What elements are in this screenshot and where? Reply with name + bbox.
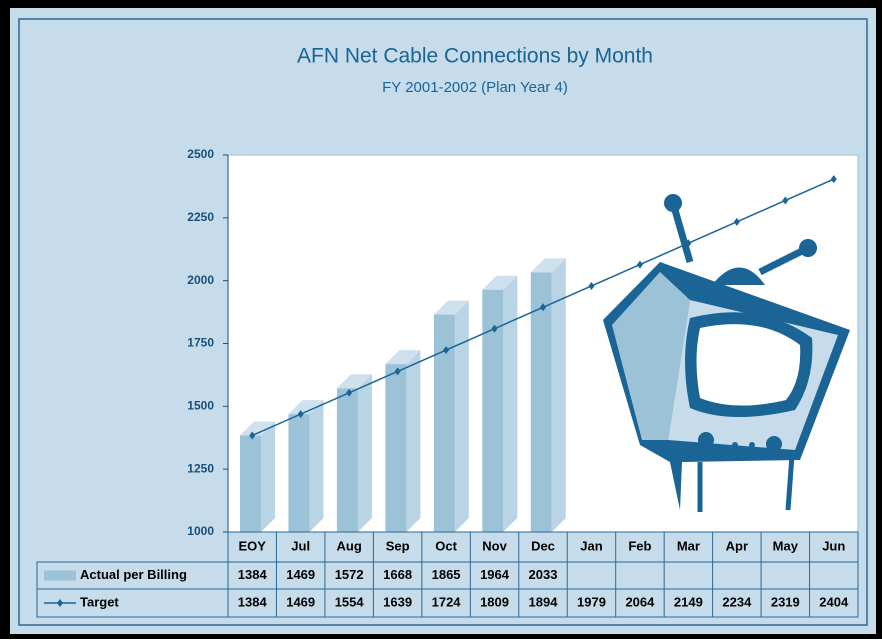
- table-value: 1469: [286, 594, 315, 609]
- x-tick-label: Jan: [580, 538, 602, 553]
- y-tick-label: 1500: [187, 399, 214, 413]
- x-tick-label: Mar: [677, 538, 700, 553]
- y-tick-label: 1000: [187, 524, 214, 538]
- x-tick-label: Apr: [726, 538, 748, 553]
- x-tick-label: EOY: [238, 538, 266, 553]
- table-value: 2319: [771, 594, 800, 609]
- table-value: 1809: [480, 594, 509, 609]
- bar-side: [358, 374, 372, 532]
- x-tick-label: Sep: [386, 538, 410, 553]
- bar-side: [406, 350, 420, 532]
- table-value: 1964: [480, 567, 510, 582]
- bar-side: [455, 301, 469, 532]
- chart: AFN Net Cable Connections by Month FY 20…: [0, 0, 882, 639]
- chart-title: AFN Net Cable Connections by Month: [297, 45, 653, 68]
- legend-label: Actual per Billing: [80, 567, 187, 582]
- table-value: 1384: [238, 594, 268, 609]
- x-tick-label: Jul: [291, 538, 310, 553]
- y-tick-label: 1250: [187, 461, 214, 475]
- y-tick-label: 1750: [187, 336, 214, 350]
- table-value: 1865: [432, 567, 461, 582]
- table-value: 2064: [625, 594, 655, 609]
- bar-side: [552, 258, 566, 532]
- bar-side: [309, 400, 323, 532]
- x-tick-label: Oct: [435, 538, 457, 553]
- x-tick-label: May: [773, 538, 799, 553]
- table-value: 1979: [577, 594, 606, 609]
- legend-swatch: [44, 571, 76, 581]
- table-value: 1894: [529, 594, 559, 609]
- table-value: 1384: [238, 567, 268, 582]
- x-tick-label: Jun: [822, 538, 845, 553]
- table-value: 1554: [335, 594, 365, 609]
- table-value: 2149: [674, 594, 703, 609]
- table-value: 1639: [383, 594, 412, 609]
- x-tick-label: Aug: [337, 538, 362, 553]
- bar-side: [503, 276, 517, 532]
- table-value: 1572: [335, 567, 364, 582]
- chart-subtitle: FY 2001-2002 (Plan Year 4): [382, 79, 568, 96]
- x-tick-label: Feb: [628, 538, 651, 553]
- table-value: 2234: [722, 594, 752, 609]
- table-value: 1668: [383, 567, 412, 582]
- bar-side: [261, 421, 275, 532]
- bar: [288, 414, 309, 532]
- table-value: 1724: [432, 594, 462, 609]
- table-value: 2404: [819, 594, 849, 609]
- table-value: 1469: [286, 567, 315, 582]
- table-value: 2033: [529, 567, 558, 582]
- bar: [385, 364, 406, 532]
- y-tick-label: 2000: [187, 273, 214, 287]
- x-tick-label: Nov: [482, 538, 507, 553]
- bar: [240, 435, 261, 532]
- legend-label: Target: [80, 594, 119, 609]
- x-tick-label: Dec: [531, 538, 555, 553]
- y-tick-label: 2500: [187, 147, 214, 161]
- bar: [337, 388, 358, 532]
- y-tick-label: 2250: [187, 210, 214, 224]
